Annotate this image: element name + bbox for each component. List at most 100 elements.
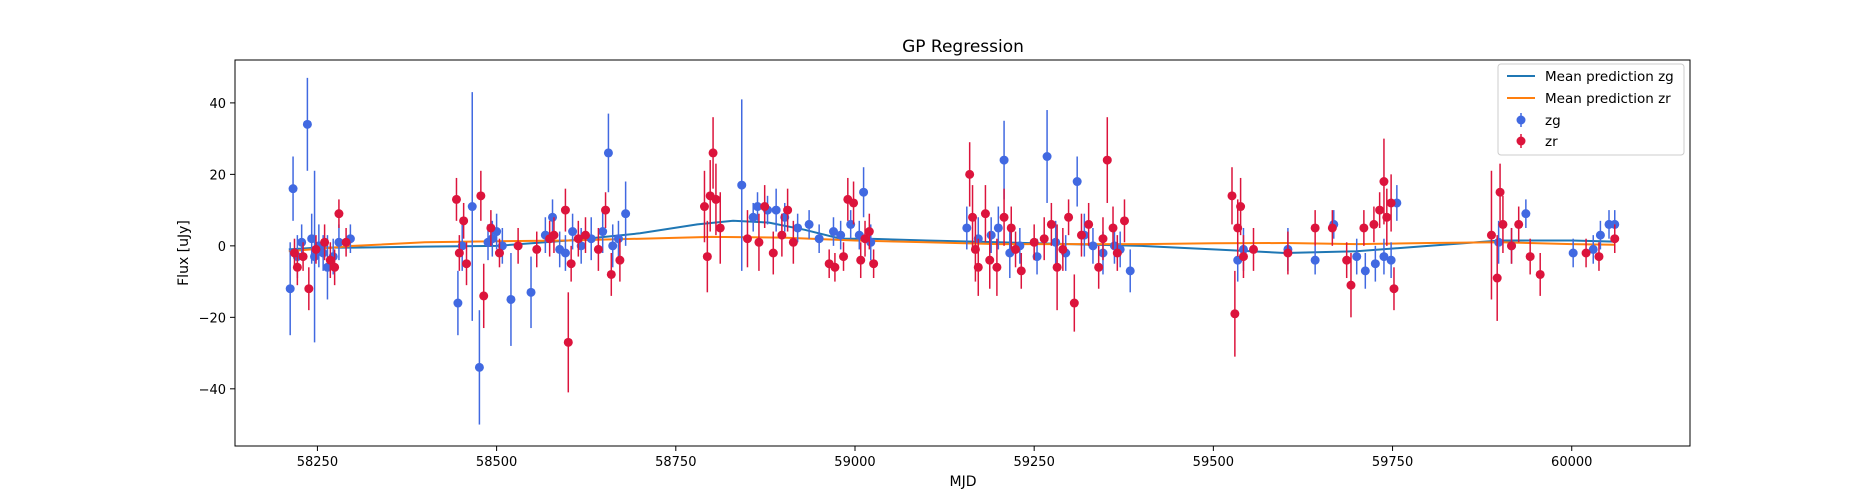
data-point-zr [292, 249, 302, 286]
data-point-zg [1360, 253, 1370, 289]
data-point-zg [560, 235, 570, 271]
marker-zg [1088, 241, 1098, 251]
marker-zr [479, 291, 489, 301]
x-tick-label: 59500 [1193, 455, 1234, 470]
marker-zg [603, 148, 613, 158]
plot-area [234, 59, 1691, 447]
data-point-zr [1039, 217, 1049, 261]
marker-zr [1514, 219, 1524, 229]
y-tick-label: 40 [209, 97, 226, 112]
marker-zg [1051, 237, 1061, 247]
data-point-zr [601, 192, 611, 228]
marker-zg [1352, 252, 1362, 262]
marker-zr [1525, 252, 1535, 262]
data-point-zg [986, 217, 996, 253]
data-point-zr [715, 192, 725, 264]
marker-zr [462, 259, 472, 269]
data-point-zg [1310, 245, 1320, 275]
marker-zr [1346, 280, 1356, 290]
data-point-zr [1342, 242, 1352, 279]
data-point-zg [598, 210, 608, 253]
data-point-zr [777, 213, 787, 257]
marker-zr [1375, 205, 1385, 215]
data-point-zr [330, 249, 340, 286]
marker-zr [341, 237, 351, 247]
marker-zr [1069, 298, 1079, 308]
data-point-zr [1581, 238, 1591, 268]
data-point-zr [760, 185, 770, 228]
marker-zg [753, 202, 763, 212]
marker-zg [962, 223, 972, 233]
data-point-zr [454, 235, 464, 271]
data-point-zr [1379, 138, 1389, 225]
data-point-zg [288, 156, 298, 221]
marker-zr [992, 262, 1002, 272]
data-point-zr [1382, 188, 1392, 246]
marker-zr [459, 216, 469, 226]
data-point-zr [1486, 170, 1496, 300]
data-point-zr [1495, 163, 1505, 221]
data-point-zg [962, 206, 972, 250]
marker-zg [1588, 244, 1598, 254]
legend-swatch-zg-marker [1516, 115, 1526, 125]
marker-zr [1102, 155, 1112, 165]
data-point-zg [828, 217, 838, 246]
data-point-zr [513, 227, 523, 264]
marker-zr [708, 148, 718, 158]
marker-zg [793, 223, 803, 233]
data-point-zg [1370, 245, 1380, 282]
observation-points [285, 77, 1620, 425]
marker-zr [965, 169, 975, 179]
data-point-zr [334, 199, 344, 228]
marker-zr [298, 252, 308, 262]
data-point-zr [615, 238, 625, 282]
marker-zg [1310, 255, 1320, 265]
marker-zr [494, 248, 504, 258]
data-point-zr [1046, 202, 1056, 246]
data-point-zg [310, 170, 320, 343]
data-point-zr [566, 245, 576, 282]
marker-zr [777, 230, 787, 240]
data-point-zr [580, 217, 590, 253]
data-point-zr [1016, 253, 1026, 289]
data-point-zr [1052, 224, 1062, 311]
marker-zr [1064, 212, 1074, 222]
data-point-zg [999, 120, 1009, 200]
marker-zr [699, 202, 709, 212]
data-point-zg [1051, 220, 1061, 264]
marker-zr [1238, 252, 1248, 262]
marker-zr [1386, 198, 1396, 208]
marker-zg [297, 237, 307, 247]
data-point-zg [1088, 227, 1098, 264]
legend: Mean prediction zg Mean prediction zr zg… [1497, 63, 1685, 156]
marker-zr [513, 241, 523, 251]
data-point-zr [788, 220, 798, 264]
data-point-zr [849, 181, 859, 225]
legend-swatch-zr-marker [1516, 136, 1526, 146]
x-tick-label: 59250 [1013, 455, 1054, 470]
marker-zr [788, 237, 798, 247]
data-point-zr [1492, 235, 1502, 321]
marker-zr [754, 237, 764, 247]
marker-zr [864, 227, 874, 237]
data-point-zr [549, 217, 559, 253]
marker-zr [1227, 191, 1237, 201]
data-point-zr [708, 117, 718, 189]
y-tick-label: −20 [199, 311, 226, 326]
data-point-zg [467, 92, 477, 321]
marker-zr [1382, 212, 1392, 222]
marker-zr [742, 234, 752, 244]
marker-zg [474, 362, 484, 372]
data-point-zr [560, 188, 570, 232]
marker-zr [325, 255, 335, 265]
y-axis-label: Flux [uJy] [176, 220, 192, 286]
mean-prediction-line-zg [288, 219, 1615, 255]
marker-zr [1310, 223, 1320, 233]
data-point-zr [1098, 217, 1108, 261]
marker-zg [467, 202, 477, 212]
legend-label-zr: zr [1545, 134, 1558, 150]
data-point-zr [1058, 227, 1068, 271]
data-point-zr [869, 249, 879, 279]
marker-zr [593, 244, 603, 254]
